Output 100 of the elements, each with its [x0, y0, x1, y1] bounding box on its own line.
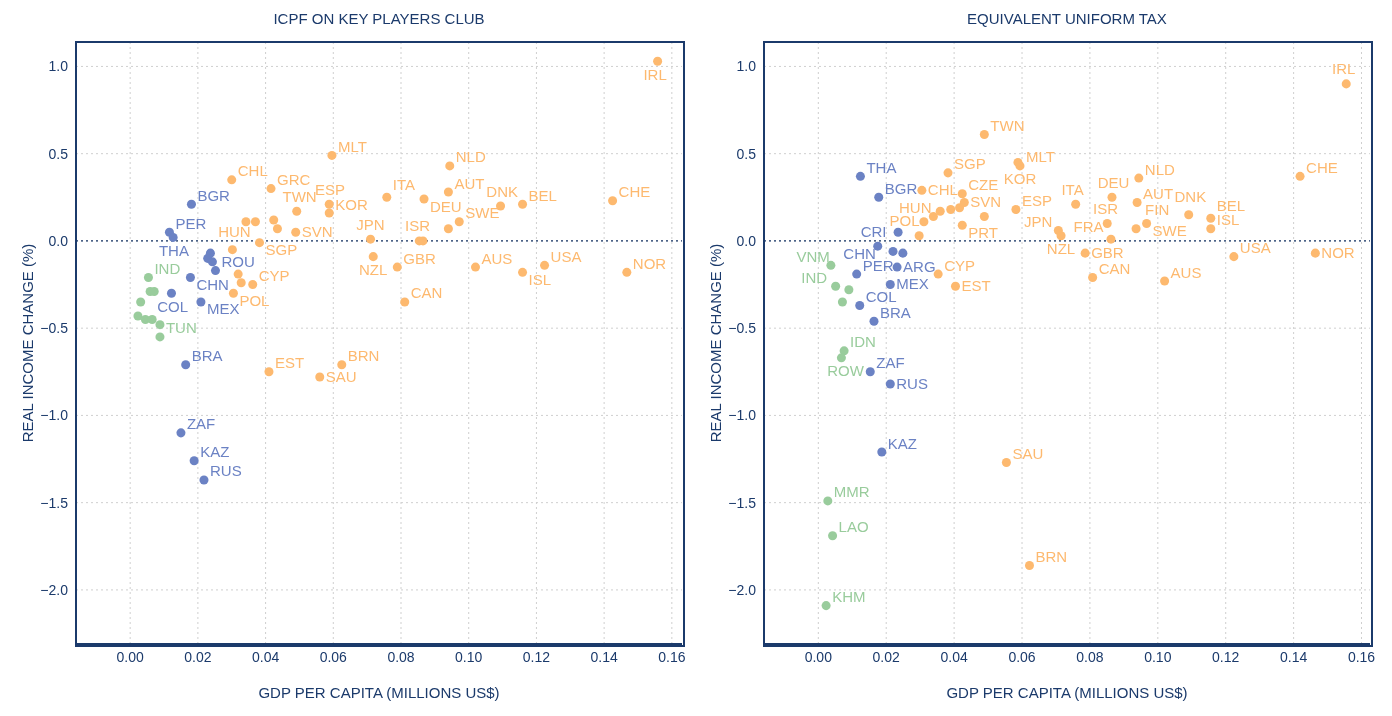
point [196, 297, 206, 307]
data-label: KAZ [200, 443, 230, 461]
data-label: AUS [1170, 263, 1202, 281]
x-tick-label: 0.08 [1076, 648, 1104, 665]
data-label: NLD [455, 148, 486, 166]
point [836, 353, 846, 363]
data-label: ISR [405, 217, 431, 235]
data-label: ESP [315, 180, 346, 198]
point [1132, 198, 1142, 208]
point [855, 171, 865, 181]
point [1341, 79, 1351, 89]
data-label: NOR [1321, 243, 1355, 261]
data-label: BEL [528, 186, 557, 204]
data-label: GBR [403, 249, 436, 267]
data-label: CHL [237, 162, 268, 180]
x-tick-label: 0.14 [1279, 648, 1308, 665]
data-label: AUT [454, 174, 485, 192]
data-label: KHM [832, 588, 866, 606]
y-tick-label: 0.5 [48, 145, 69, 162]
point [943, 168, 953, 178]
x-tick-label: 0.06 [319, 648, 348, 665]
data-label: CAN [1098, 260, 1131, 278]
data-label: RUS [209, 462, 242, 480]
point [136, 297, 146, 307]
data-label: CZE [968, 176, 999, 194]
data-label: CYP [944, 256, 976, 274]
data-label: TWN [990, 116, 1025, 134]
point [166, 288, 176, 298]
data-label: EST [274, 354, 305, 372]
point [1295, 171, 1305, 181]
point [1088, 273, 1098, 283]
y-tick-label: 1.0 [736, 58, 757, 75]
data-label: FIN [1145, 201, 1170, 219]
point [955, 203, 965, 213]
data-label: SWE [465, 204, 500, 222]
x-tick-label: 0.06 [1008, 648, 1036, 665]
y-tick-label: −2.0 [728, 581, 757, 598]
point [869, 316, 879, 326]
point [821, 601, 831, 611]
data-label: ROU [221, 253, 255, 271]
data-label: BRA [191, 347, 223, 365]
point [1056, 231, 1066, 241]
x-tick-label: 0.04 [940, 648, 968, 665]
data-label: POL [239, 291, 270, 309]
point [168, 232, 178, 242]
point [1001, 458, 1011, 468]
point [518, 199, 528, 209]
point [1024, 560, 1034, 570]
point [147, 314, 157, 324]
data-label: IRL [1332, 60, 1356, 78]
point [950, 281, 960, 291]
y-tick-label: 0.5 [736, 145, 757, 162]
point [608, 196, 618, 206]
data-label: CRI [860, 222, 887, 240]
x-tick-label: 0.16 [1347, 648, 1376, 665]
point [400, 297, 410, 307]
x-axis-title: GDP PER CAPITA (MILLIONS US$) [258, 684, 500, 701]
point [186, 199, 196, 209]
point [518, 267, 528, 277]
point [865, 367, 875, 377]
y-axis-title: REAL INCOME CHANGE (%) [707, 243, 725, 443]
data-label: ZAF [876, 354, 905, 372]
data-label: SWE [1152, 221, 1187, 239]
y-tick-label: −1.5 [728, 494, 757, 511]
point [368, 252, 378, 262]
point [653, 56, 663, 66]
y-tick-label: 1.0 [48, 58, 69, 75]
point [382, 192, 392, 202]
data-label: USA [1239, 239, 1271, 257]
data-label: TWN [282, 187, 317, 205]
point [1206, 213, 1216, 223]
data-label: KOR [1003, 170, 1037, 188]
data-label: VNM [796, 247, 830, 265]
y-tick-label: −2.0 [40, 581, 69, 598]
x-tick-label: 0.02 [184, 648, 212, 665]
data-label: AUT [1143, 185, 1174, 203]
point [1080, 248, 1090, 258]
data-label: THA [158, 241, 189, 259]
point [1011, 205, 1021, 215]
x-tick-label: 0.02 [872, 648, 901, 665]
point [839, 346, 849, 356]
point [269, 215, 279, 225]
data-label: NOR [632, 254, 667, 272]
point [888, 246, 898, 256]
data-label: SGP [954, 155, 986, 173]
point [291, 227, 301, 237]
data-label: NLD [1144, 160, 1175, 178]
data-label: SAU [325, 367, 357, 385]
data-label: DEU [430, 197, 462, 215]
data-label: JPN [356, 215, 385, 233]
point [227, 175, 237, 185]
point [898, 248, 908, 258]
point [828, 531, 838, 541]
data-label: MMR [833, 483, 870, 501]
x-tick-label: 0.08 [387, 648, 415, 665]
data-label: ITA [392, 175, 416, 193]
y-tick-label: −0.5 [728, 320, 757, 337]
point [155, 320, 165, 330]
data-label: CYP [258, 267, 290, 285]
point [454, 217, 464, 227]
